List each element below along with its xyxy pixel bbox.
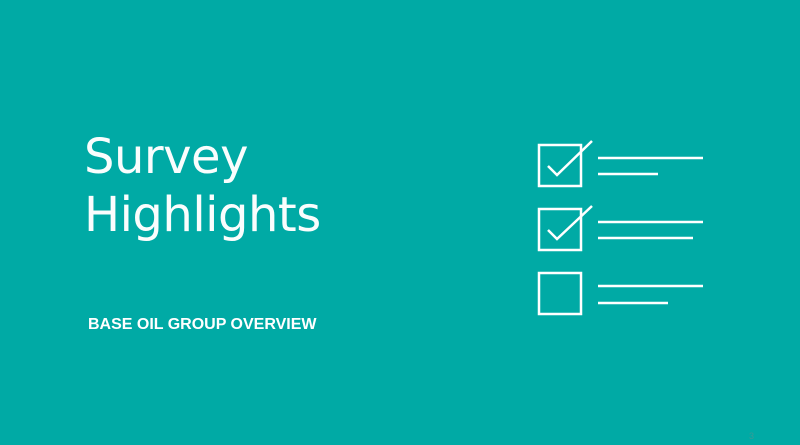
checklist-item-2 [537,205,703,252]
checkbox-checked-icon [537,207,583,252]
page-number: 3 [749,431,755,441]
checklist-item-1 [537,140,703,188]
checkmark-icon [547,140,593,177]
checkbox-checked-icon [537,143,583,188]
checklist-item-3 [537,271,703,316]
title-line-2: Highlights [84,187,321,243]
checkbox-empty-icon [537,271,583,316]
title-line-1: Survey [84,129,248,185]
slide-subtitle: BASE OIL GROUP OVERVIEW [88,316,317,333]
slide-title: Survey Highlights [84,128,321,244]
checkmark-icon [547,205,593,241]
